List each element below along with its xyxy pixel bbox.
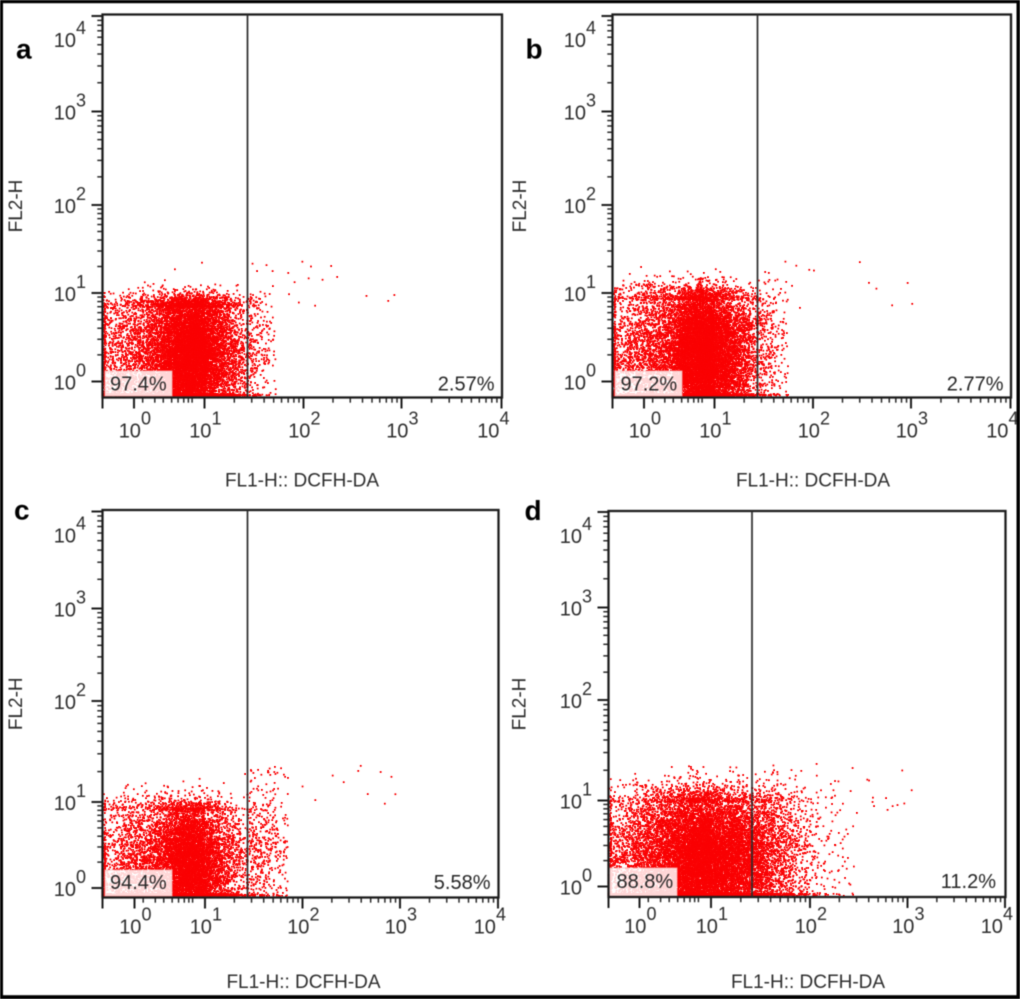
svg-text:103: 103 bbox=[54, 91, 86, 125]
svg-text:102: 102 bbox=[288, 409, 320, 443]
svg-text:104: 104 bbox=[54, 514, 86, 548]
svg-text:FL2-H: FL2-H bbox=[510, 678, 531, 731]
svg-text:101: 101 bbox=[54, 272, 86, 306]
svg-text:101: 101 bbox=[189, 409, 221, 443]
svg-text:103: 103 bbox=[54, 588, 86, 622]
svg-text:FL2-H: FL2-H bbox=[6, 677, 27, 730]
svg-text:100: 100 bbox=[560, 866, 592, 900]
svg-text:103: 103 bbox=[560, 587, 592, 621]
svg-text:101: 101 bbox=[190, 905, 222, 939]
svg-text:103: 103 bbox=[892, 904, 924, 938]
svg-text:100: 100 bbox=[624, 904, 656, 938]
svg-text:94.4%: 94.4% bbox=[110, 872, 167, 894]
svg-text:11.2%: 11.2% bbox=[941, 871, 996, 893]
svg-text:104: 104 bbox=[560, 514, 592, 548]
svg-text:104: 104 bbox=[474, 905, 506, 939]
svg-text:102: 102 bbox=[54, 680, 86, 714]
svg-text:2.77%: 2.77% bbox=[947, 374, 1004, 396]
svg-text:a: a bbox=[16, 34, 32, 65]
svg-text:100: 100 bbox=[119, 905, 151, 939]
svg-text:c: c bbox=[14, 495, 30, 526]
svg-text:102: 102 bbox=[795, 904, 827, 938]
svg-text:102: 102 bbox=[560, 679, 592, 713]
svg-text:100: 100 bbox=[54, 867, 86, 901]
svg-text:102: 102 bbox=[287, 905, 319, 939]
svg-text:88.8%: 88.8% bbox=[617, 871, 674, 893]
svg-text:FL2-H: FL2-H bbox=[510, 180, 531, 233]
svg-text:5.58%: 5.58% bbox=[434, 872, 491, 894]
svg-text:103: 103 bbox=[896, 409, 928, 443]
svg-text:103: 103 bbox=[386, 409, 418, 443]
svg-text:104: 104 bbox=[981, 904, 1013, 938]
svg-text:FL2-H: FL2-H bbox=[6, 180, 27, 233]
svg-text:103: 103 bbox=[385, 905, 417, 939]
svg-text:FL1-H:: DCFH-DA: FL1-H:: DCFH-DA bbox=[225, 471, 379, 492]
svg-text:97.4%: 97.4% bbox=[110, 374, 167, 396]
svg-text:104: 104 bbox=[477, 409, 509, 443]
svg-text:2.57%: 2.57% bbox=[438, 374, 495, 396]
svg-text:FL1-H:: DCFH-DA: FL1-H:: DCFH-DA bbox=[226, 972, 380, 993]
svg-text:d: d bbox=[525, 495, 542, 526]
svg-text:100: 100 bbox=[54, 361, 86, 395]
svg-text:100: 100 bbox=[119, 409, 151, 443]
svg-text:FL1-H:: DCFH-DA: FL1-H:: DCFH-DA bbox=[731, 972, 885, 993]
svg-text:101: 101 bbox=[696, 904, 728, 938]
svg-text:100: 100 bbox=[629, 409, 661, 443]
svg-text:b: b bbox=[526, 34, 543, 65]
svg-text:FL1-H:: DCFH-DA: FL1-H:: DCFH-DA bbox=[736, 471, 890, 492]
svg-text:104: 104 bbox=[564, 18, 596, 52]
svg-text:101: 101 bbox=[699, 409, 731, 443]
svg-text:102: 102 bbox=[54, 184, 86, 218]
svg-text:104: 104 bbox=[54, 18, 86, 52]
svg-text:101: 101 bbox=[560, 780, 592, 814]
svg-text:101: 101 bbox=[54, 781, 86, 815]
svg-text:101: 101 bbox=[564, 272, 596, 306]
svg-text:100: 100 bbox=[564, 361, 596, 395]
svg-text:97.2%: 97.2% bbox=[621, 374, 678, 396]
svg-text:104: 104 bbox=[986, 409, 1018, 443]
svg-text:102: 102 bbox=[564, 184, 596, 218]
svg-text:103: 103 bbox=[564, 91, 596, 125]
svg-text:102: 102 bbox=[798, 409, 830, 443]
